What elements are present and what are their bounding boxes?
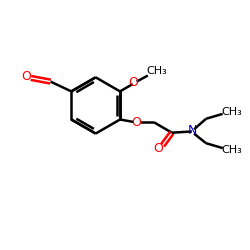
Text: N: N	[188, 124, 197, 137]
Text: CH₃: CH₃	[222, 107, 242, 117]
Text: O: O	[132, 116, 141, 130]
Text: CH₃: CH₃	[146, 66, 167, 76]
Text: O: O	[128, 76, 138, 89]
Text: O: O	[154, 142, 164, 155]
Text: CH₃: CH₃	[222, 145, 242, 155]
Text: O: O	[22, 70, 32, 84]
